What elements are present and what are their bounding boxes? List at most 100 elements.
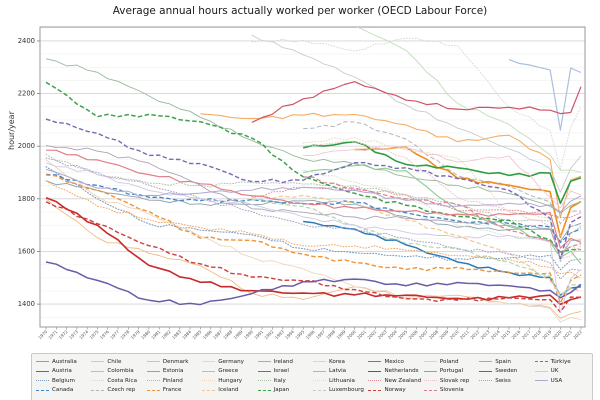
series-line-costa-rica — [251, 37, 582, 170]
legend-item-denmark: Denmark — [146, 357, 200, 367]
legend-item-slovak-rep: Slovak rep — [423, 376, 477, 386]
x-tick-label: 1984 — [181, 329, 192, 340]
x-tick-label: 1970 — [37, 329, 48, 340]
legend-label: Portugal — [439, 368, 464, 375]
series-line-italy — [45, 153, 582, 263]
legend-label: Mexico — [384, 358, 404, 365]
x-tick-label: 2002 — [366, 329, 377, 340]
x-tick-label: 1996 — [305, 329, 316, 340]
x-tick-label: 1979 — [130, 329, 141, 340]
legend-swatch — [36, 361, 49, 363]
legend-item-spain: Spain — [479, 357, 532, 367]
x-tick-label: 1992 — [263, 329, 274, 340]
x-tick-label: 2003 — [377, 329, 388, 340]
legend-item-swiss: Swiss — [479, 376, 532, 386]
legend-item-costa-rica: Costa Rica — [91, 376, 144, 386]
legend-column: Chile Colombia Costa Rica Czech rep — [91, 357, 144, 395]
legend-item-luxembourg: Luxembourg — [313, 386, 366, 396]
legend-item-uk: UK — [534, 367, 588, 377]
series-line-slovak-rep — [302, 140, 582, 260]
legend-column: Poland Portugal Slovak rep Slovenia — [423, 357, 477, 396]
x-tick-label: 2009 — [438, 329, 449, 340]
legend-item-latvia: Latvia — [313, 367, 366, 377]
legend-swatch — [146, 361, 160, 363]
series-line-luxembourg — [251, 198, 581, 298]
legend: Australia Austria Belgium Canada Chile Colomb… — [31, 353, 593, 400]
x-tick-label: 1988 — [222, 329, 233, 340]
legend-item-slovenia: Slovenia — [423, 386, 477, 396]
legend-label: Norway — [384, 387, 406, 394]
legend-item-korea: Korea — [313, 357, 366, 367]
x-tick-label: 2022 — [572, 329, 583, 340]
legend-column: Ireland Israel Italy Japan — [257, 357, 311, 395]
legend-label: Finland — [162, 377, 183, 384]
x-tick-label: 2016 — [510, 329, 521, 340]
chart-title: Average annual hours actually worked per… — [112, 5, 488, 17]
x-tick-label: 1973 — [68, 329, 79, 340]
x-tick-label: 1999 — [335, 329, 346, 340]
x-tick-label: 2001 — [356, 329, 367, 340]
legend-label: Austria — [52, 368, 72, 375]
legend-item-norway: Norway — [368, 386, 421, 396]
plot-border — [39, 26, 586, 328]
x-tick-label: 1982 — [161, 329, 172, 340]
legend-column: Denmark Estonia Finland France — [146, 357, 200, 395]
legend-item-usa: USA — [534, 376, 588, 386]
legend-swatch — [257, 361, 271, 363]
series-line-poland — [303, 146, 582, 209]
legend-item-türkiye: Türkiye — [534, 357, 588, 367]
legend-swatch — [91, 370, 105, 372]
legend-swatch — [91, 380, 105, 382]
x-tick-label: 2011 — [459, 329, 470, 340]
y-tick-label: 2200 — [18, 90, 35, 98]
legend-item-portugal: Portugal — [423, 367, 477, 377]
series-line-czech-rep — [303, 121, 582, 225]
legend-item-poland: Poland — [423, 357, 477, 367]
legend-label: Belgium — [52, 377, 75, 384]
legend-swatch — [257, 370, 271, 372]
x-tick-label: 2021 — [562, 329, 573, 340]
legend-column: Spain Sweden Swiss — [479, 357, 532, 386]
legend-swatch — [479, 370, 493, 372]
series-line-chile — [251, 34, 582, 193]
legend-column: Türkiye UK USA — [534, 357, 588, 386]
series-line-portugal — [45, 149, 582, 249]
x-tick-label: 2008 — [428, 329, 439, 340]
legend-label: USA — [550, 377, 563, 384]
series-line-spain — [45, 144, 582, 258]
legend-swatch — [91, 389, 105, 391]
legend-item-germany: Germany — [202, 357, 255, 367]
series-line-korea — [356, 27, 582, 173]
x-tick-label: 1977 — [109, 329, 120, 340]
x-tick-label: 1991 — [253, 329, 264, 340]
series-line-mexico — [251, 81, 582, 124]
legend-swatch — [368, 389, 382, 391]
y-tick-label: 1800 — [18, 195, 35, 203]
legend-item-hungary: Hungary — [202, 376, 255, 386]
x-tick-label: 1993 — [274, 329, 285, 340]
legend-label: Chile — [107, 358, 122, 365]
legend-swatch — [36, 389, 49, 391]
legend-label: Israel — [273, 368, 289, 375]
y-tick-label: 1400 — [18, 300, 35, 308]
legend-label: Estonia — [162, 368, 184, 375]
x-tick-label: 2010 — [449, 329, 460, 340]
legend-swatch — [534, 370, 548, 372]
legend-swatch — [313, 370, 327, 372]
legend-label: Poland — [439, 358, 459, 365]
x-tick-label: 1976 — [99, 329, 110, 340]
legend-item-mexico: Mexico — [368, 357, 421, 367]
legend-label: Sweden — [495, 368, 518, 375]
legend-label: Türkiye — [550, 358, 571, 365]
legend-item-chile: Chile — [91, 357, 144, 367]
x-tick-label: 2020 — [552, 329, 563, 340]
x-tick-label: 1990 — [243, 329, 254, 340]
series-line-israel — [303, 140, 582, 205]
x-tick-label: 1974 — [78, 329, 89, 340]
x-tick-label: 1971 — [47, 329, 58, 340]
legend-label: Costa Rica — [107, 377, 137, 384]
series-line-netherlands — [45, 197, 582, 306]
legend-label: Germany — [218, 358, 244, 365]
legend-item-greece: Greece — [202, 367, 255, 377]
legend-swatch — [423, 370, 437, 372]
